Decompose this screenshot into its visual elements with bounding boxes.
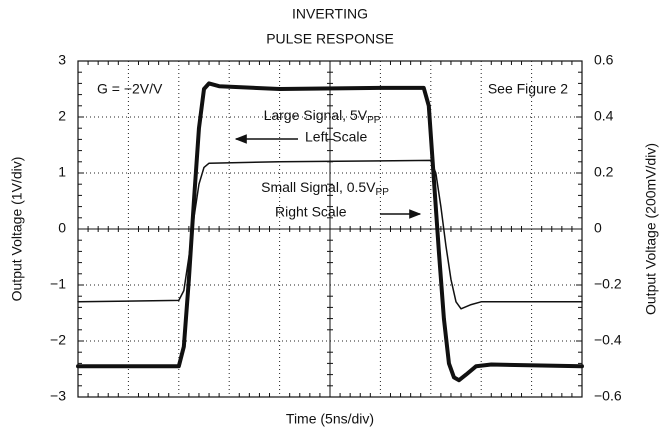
y-tick-label: −1 [50, 276, 66, 292]
x-axis-label: Time (5ns/div) [286, 411, 374, 427]
annotation-subscript: PP [367, 115, 381, 126]
y2-tick-label: −0.2 [594, 276, 622, 292]
y2-tick-label: 0.4 [594, 108, 614, 124]
y-tick-label: 2 [58, 108, 66, 124]
y-tick-label: −2 [50, 332, 66, 348]
y-axis-label: Output Voltage (1V/div) [9, 157, 25, 302]
y2-tick-label: 0.6 [594, 52, 614, 68]
annotation: Right Scale [275, 204, 347, 220]
annotation: See Figure 2 [488, 81, 568, 97]
y2-tick-label: 0.2 [594, 164, 614, 180]
annotation-text: Small Signal, 0.5V [261, 179, 376, 195]
y-tick-label: 0 [58, 220, 66, 236]
chart-title: PULSE RESPONSE [266, 31, 394, 47]
series-line [77, 159, 583, 310]
annotation: G = −2V/V [97, 81, 163, 97]
y2-tick-label: −0.6 [594, 388, 622, 404]
chart-title: INVERTING [292, 6, 368, 22]
annotation: Large Signal, 5VPP [264, 107, 381, 126]
y-tick-label: 1 [58, 164, 66, 180]
y2-axis-label: Output Voltage (200mV/div) [643, 143, 659, 315]
annotation-subscript: PP [376, 187, 390, 198]
annotation: Small Signal, 0.5VPP [261, 179, 389, 198]
y2-tick-label: 0 [594, 220, 602, 236]
y2-tick-label: −0.4 [594, 332, 622, 348]
y-tick-label: −3 [50, 388, 66, 404]
plot-area [76, 60, 584, 398]
annotation: Left Scale [305, 129, 367, 145]
annotation-text: Large Signal, 5V [264, 107, 368, 123]
plot-frame [77, 60, 583, 398]
y-tick-label: 3 [58, 52, 66, 68]
